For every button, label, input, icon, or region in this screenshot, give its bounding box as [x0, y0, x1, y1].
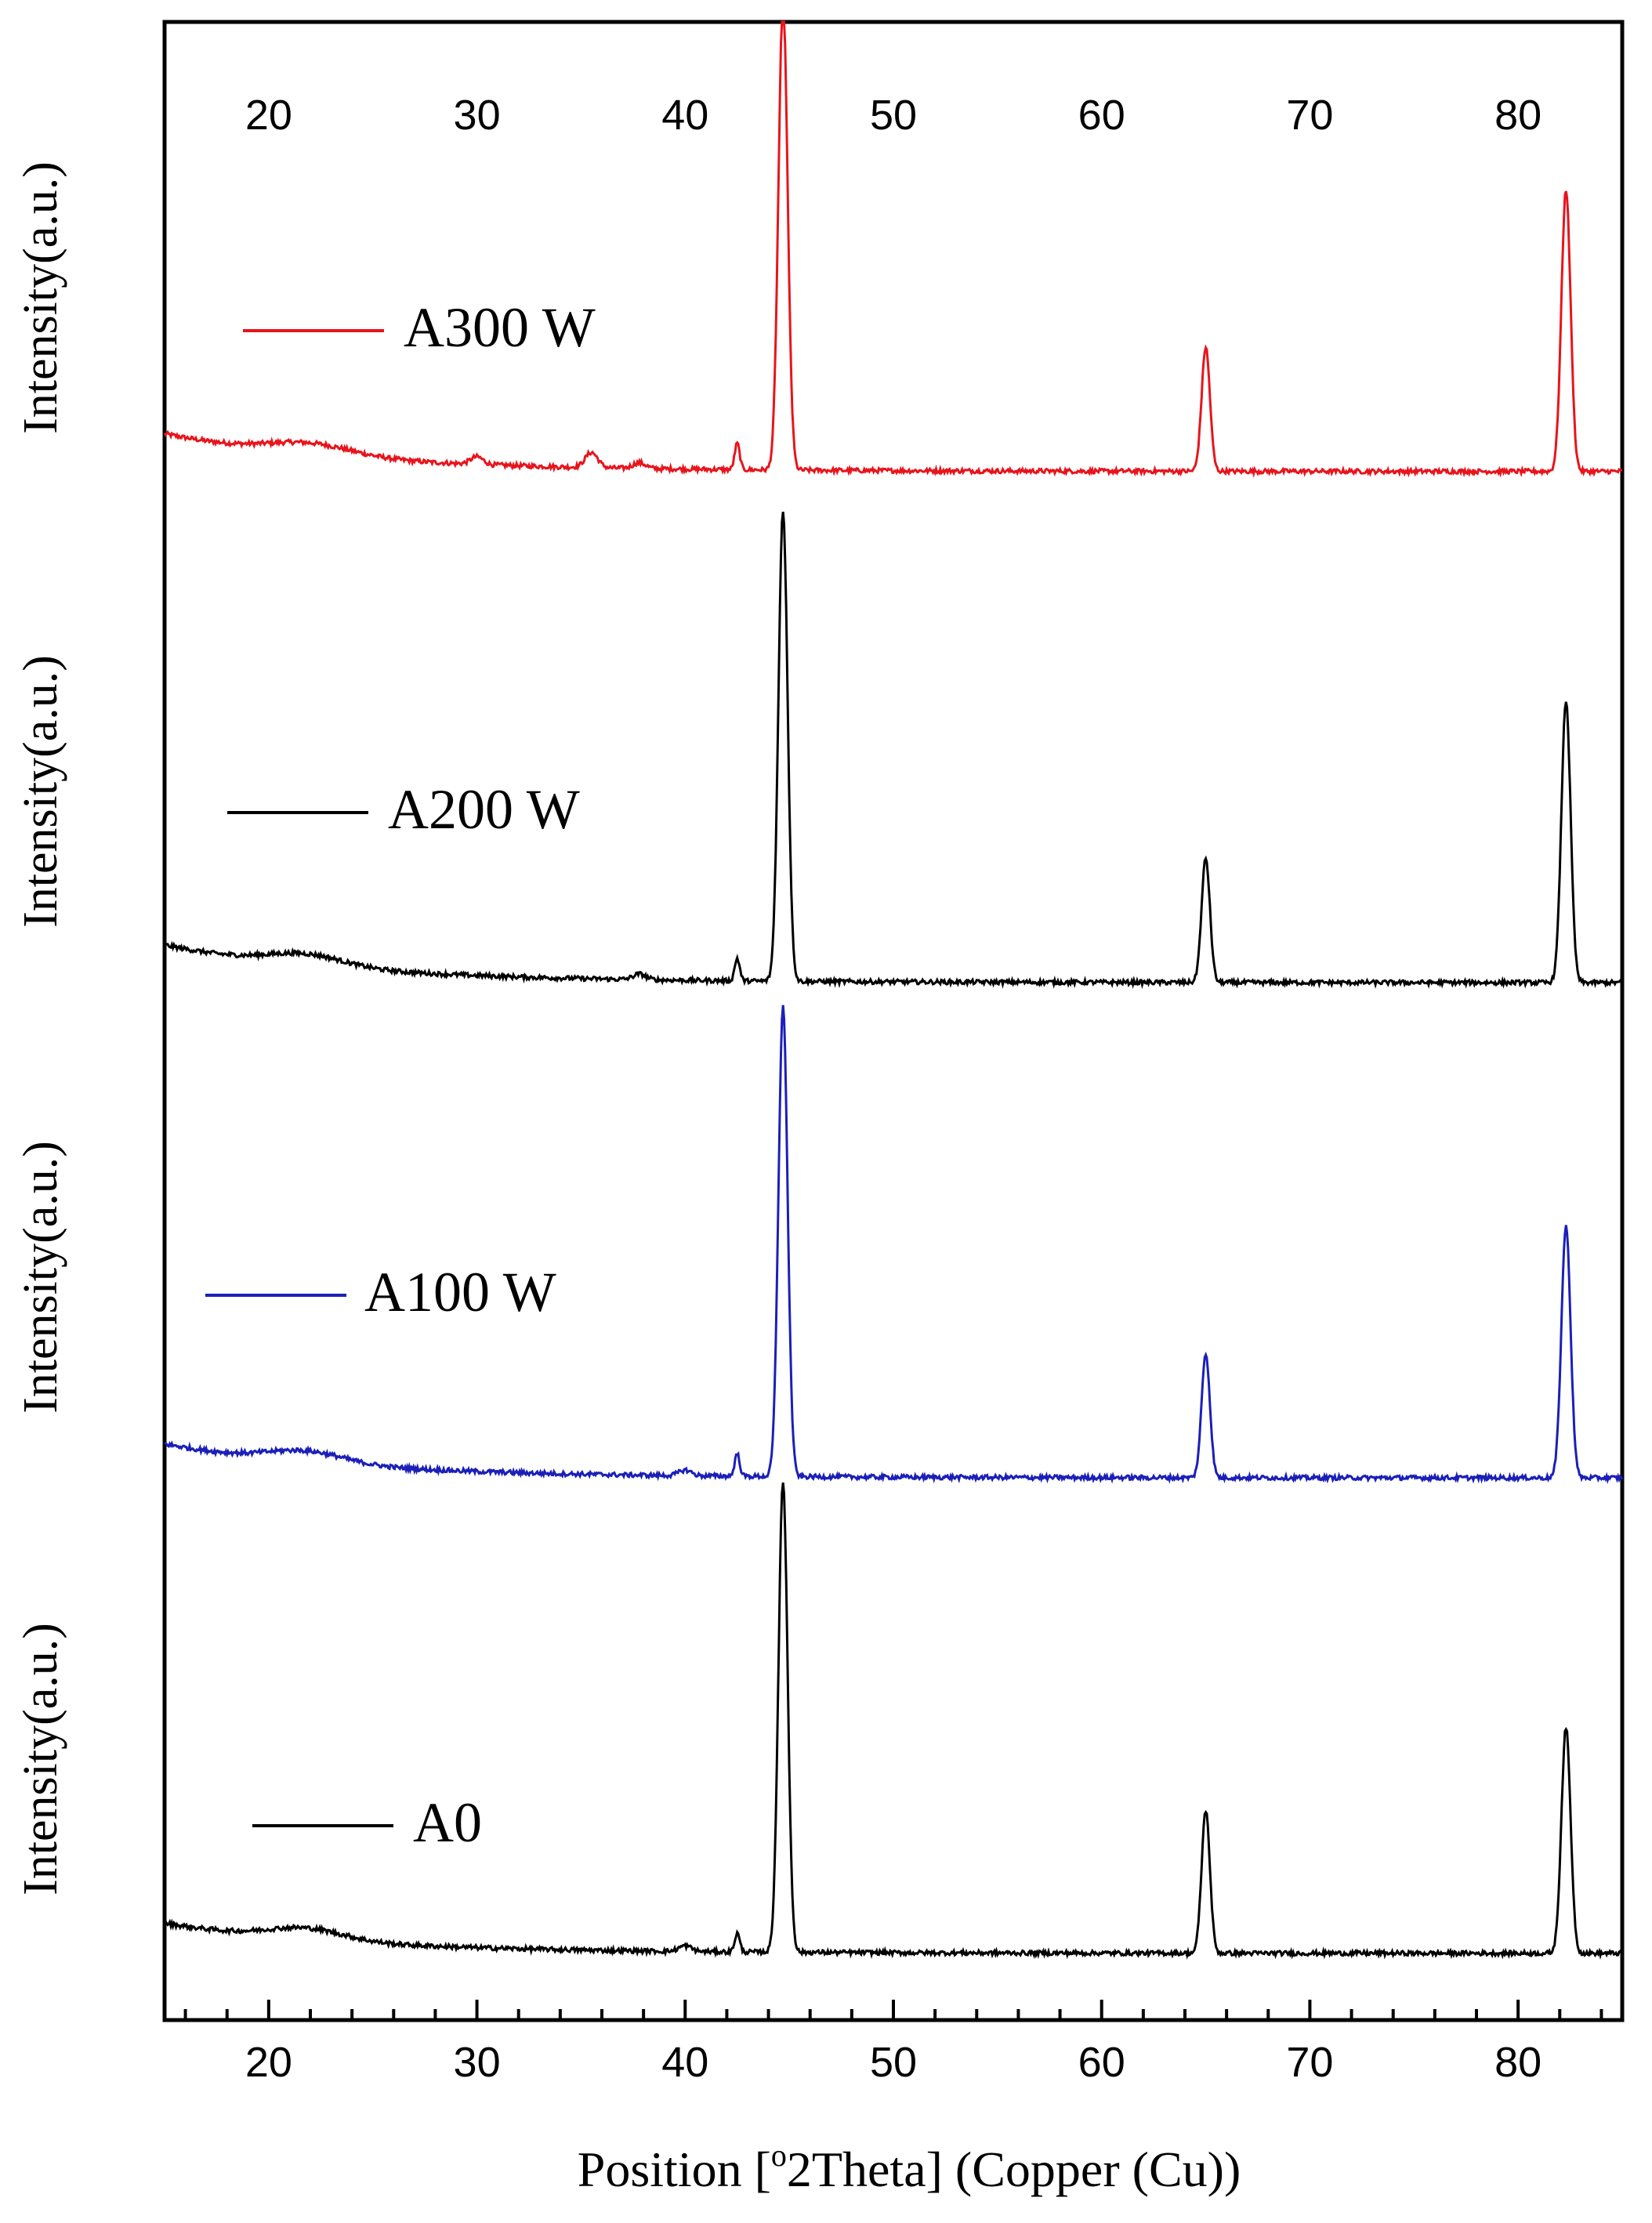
y-axis-label-2: Intensity(a.u.) [14, 655, 67, 928]
x-tick-label-bottom-30: 30 [454, 2039, 501, 2086]
x-tick-label-bottom-60: 60 [1078, 2039, 1125, 2086]
legend-label-a100w: A100 W [364, 1261, 556, 1323]
series-line-a0 [163, 1482, 1623, 1961]
x-axis-title-part-1: Position [ [578, 2142, 771, 2197]
x-tick-label-bottom-50: 50 [870, 2039, 917, 2086]
x-tick-label-bottom-80: 80 [1494, 2039, 1542, 2086]
degree-superscript: o [771, 2138, 787, 2173]
series-line-a200w [163, 512, 1623, 990]
ylabel-layer: Intensity(a.u.) Intensity(a.u.) Intensity(… [14, 161, 67, 1895]
x-tick-label-top-40: 40 [661, 92, 708, 139]
x-tick-label-top-50: 50 [870, 92, 917, 139]
legend-layer: A300 W A200 W A100 W A0 [205, 296, 596, 1854]
x-tick-label-top-30: 30 [454, 92, 501, 139]
x-tick-label-top-60: 60 [1078, 92, 1125, 139]
x-axis-title-part-2: 2Theta] (Copper (Cu)) [787, 2142, 1241, 2197]
series-line-a300w [163, 20, 1622, 478]
y-axis-label-3: Intensity(a.u.) [14, 1141, 67, 1414]
legend-label-a0: A0 [413, 1791, 482, 1854]
tick-layer: 20 20 30 30 40 40 50 50 60 60 70 70 80 80 [183, 92, 1603, 2086]
y-axis-label-1: Intensity(a.u.) [14, 161, 67, 434]
x-axis-title: Position [o2Theta] (Copper (Cu)) [578, 2138, 1241, 2197]
series-layer [163, 20, 1624, 1961]
x-tick-label-bottom-40: 40 [661, 2039, 708, 2086]
y-axis-label-4: Intensity(a.u.) [14, 1623, 67, 1895]
series-line-a100w [165, 1005, 1624, 1484]
x-tick-label-top-70: 70 [1286, 92, 1333, 139]
legend-label-a300w: A300 W [404, 296, 596, 359]
x-tick-label-bottom-70: 70 [1286, 2039, 1333, 2086]
x-tick-label-top-80: 80 [1494, 92, 1542, 139]
plot-frame [162, 20, 1625, 2022]
x-tick-label-top-20: 20 [245, 92, 292, 139]
legend-label-a200w: A200 W [388, 778, 580, 841]
x-tick-label-bottom-20: 20 [245, 2039, 292, 2086]
